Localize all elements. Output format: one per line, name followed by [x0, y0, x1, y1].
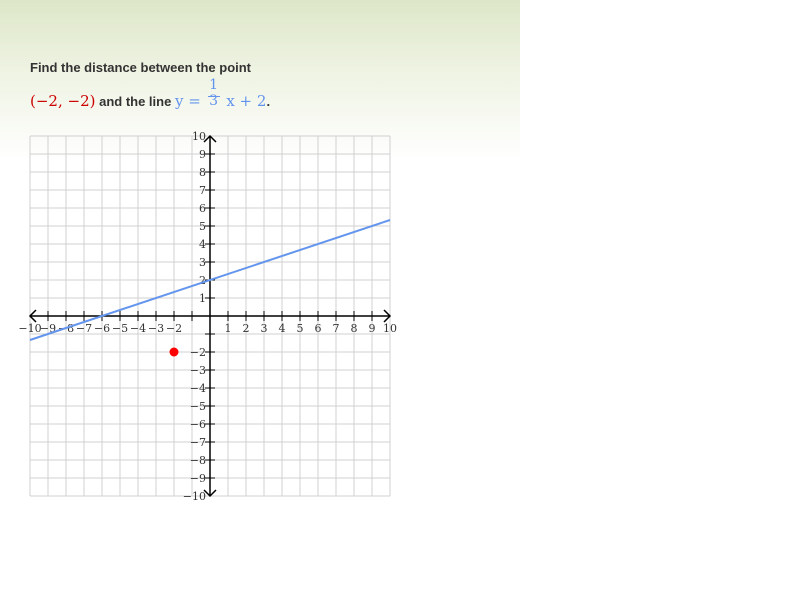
- x-tick-label: 5: [297, 322, 304, 335]
- connector-text: and the line: [99, 94, 172, 109]
- y-axis-arrow-up-icon: [203, 134, 217, 143]
- x-tick-label: 1: [225, 322, 232, 335]
- x-tick-label: −7: [76, 322, 92, 335]
- x-tick-label: −10: [18, 322, 41, 335]
- problem-line-2: (−2, −2) and the line y = 1 3 x + 2.: [30, 78, 271, 110]
- x-tick-label: 10: [383, 322, 397, 335]
- x-tick-label: 7: [333, 322, 340, 335]
- problem-panel: [0, 0, 520, 180]
- fraction-numerator: 1: [209, 77, 218, 93]
- x-tick-label: −6: [94, 322, 110, 335]
- plot-layer: [29, 219, 391, 357]
- end-period: .: [266, 94, 271, 109]
- coordinate-graph: −10−9−8−7−6−5−4−3−2123456789101098765432…: [18, 130, 397, 503]
- y-tick-label: −8: [190, 454, 206, 467]
- x-tick-label: 2: [243, 322, 250, 335]
- x-axis-arrow-left-icon: [28, 309, 37, 323]
- x-tick-label: −2: [166, 322, 182, 335]
- y-tick-label: −3: [190, 364, 206, 377]
- plotted-point: [169, 347, 179, 357]
- y-tick-label: −9: [190, 472, 206, 485]
- y-tick-label: −7: [190, 436, 206, 449]
- x-tick-label: −5: [112, 322, 128, 335]
- axes: [28, 134, 392, 498]
- fraction-denominator: 3: [209, 93, 218, 109]
- y-tick-label: 8: [199, 166, 206, 179]
- y-tick-label: 2: [199, 274, 206, 287]
- y-tick-label: −6: [190, 418, 206, 431]
- y-tick-label: 10: [192, 130, 206, 143]
- y-tick-label: 7: [199, 184, 206, 197]
- y-tick-label: 1: [199, 292, 206, 305]
- plotted-line: [29, 219, 391, 341]
- x-tick-label: 9: [369, 322, 376, 335]
- tick-marks: [47, 153, 373, 479]
- y-tick-label: 5: [199, 220, 206, 233]
- y-tick-label: 4: [199, 238, 206, 251]
- x-axis-arrow-right-icon: [383, 309, 392, 323]
- y-tick-label: −4: [190, 382, 206, 395]
- x-tick-label: −4: [130, 322, 146, 335]
- equation-fraction: 1 3: [207, 78, 220, 116]
- y-tick-label: −10: [183, 490, 206, 503]
- problem-line-1: Find the distance between the point: [30, 60, 252, 75]
- equation-lhs: y =: [174, 92, 201, 110]
- y-tick-label: −5: [190, 400, 206, 413]
- y-tick-label: 9: [199, 148, 206, 161]
- x-tick-label: 3: [261, 322, 268, 335]
- x-tick-label: −3: [148, 322, 164, 335]
- y-axis-arrow-down-icon: [203, 489, 217, 498]
- y-tick-label: 6: [199, 202, 206, 215]
- point-coordinates: (−2, −2): [30, 92, 96, 110]
- x-tick-label: 8: [351, 322, 358, 335]
- y-tick-label: −2: [190, 346, 206, 359]
- line-equation: y = 1 3 x + 2: [174, 78, 267, 110]
- x-tick-label: 6: [315, 322, 322, 335]
- x-tick-label: 4: [279, 322, 286, 335]
- y-tick-label: 3: [199, 256, 206, 269]
- equation-rhs: x + 2: [226, 92, 267, 110]
- tick-labels: −10−9−8−7−6−5−4−3−2123456789101098765432…: [18, 130, 397, 503]
